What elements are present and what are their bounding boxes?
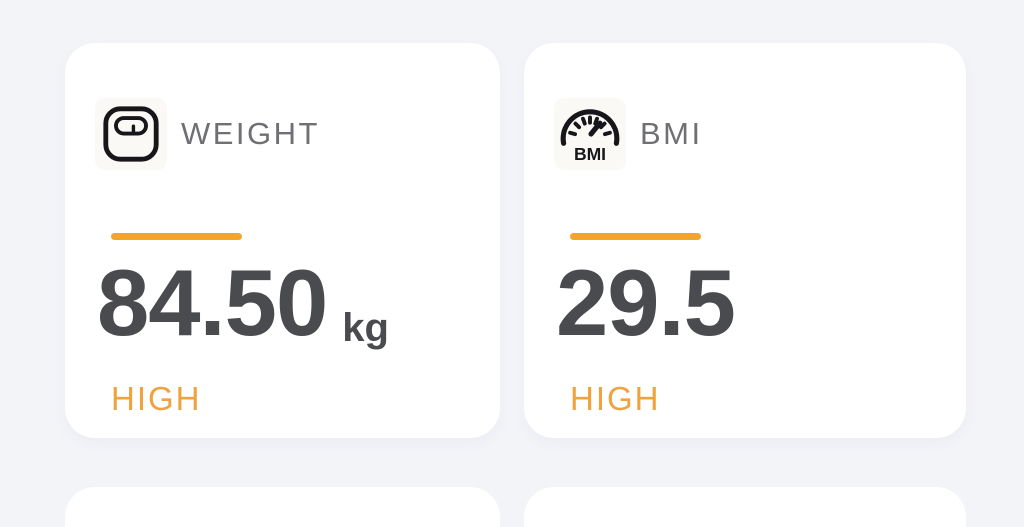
weight-card[interactable]: WEIGHT 84.50 kg HIGH [65,43,500,438]
weight-card-title: WEIGHT [181,116,320,151]
bmi-card-header: BMI BMI [554,98,938,170]
bmi-gauge-icon-text: BMI [574,144,606,164]
bmi-card-title: BMI [640,116,703,151]
bmi-value: 29.5 [556,250,736,355]
next-card-stub-right[interactable] [524,487,966,527]
next-card-stub-left[interactable] [65,487,500,527]
weight-unit-label: kg [342,306,389,350]
bmi-value-row: 29.5 [556,256,938,350]
bmi-gauge-icon: BMI [554,98,626,170]
weight-scale-icon [95,98,167,170]
bmi-card[interactable]: BMI BMI 29.5 HIGH [524,43,966,438]
next-metric-cards-row [65,487,966,527]
weight-value-row: 84.50 kg [97,250,472,355]
bmi-status-badge: HIGH [570,380,661,417]
weight-value: 84.50 [97,250,328,355]
metric-cards-row: WEIGHT 84.50 kg HIGH [65,43,966,438]
weight-card-header: WEIGHT [95,98,472,170]
bmi-accent-divider [570,233,701,240]
weight-status-badge: HIGH [111,380,202,417]
weight-accent-divider [111,233,242,240]
